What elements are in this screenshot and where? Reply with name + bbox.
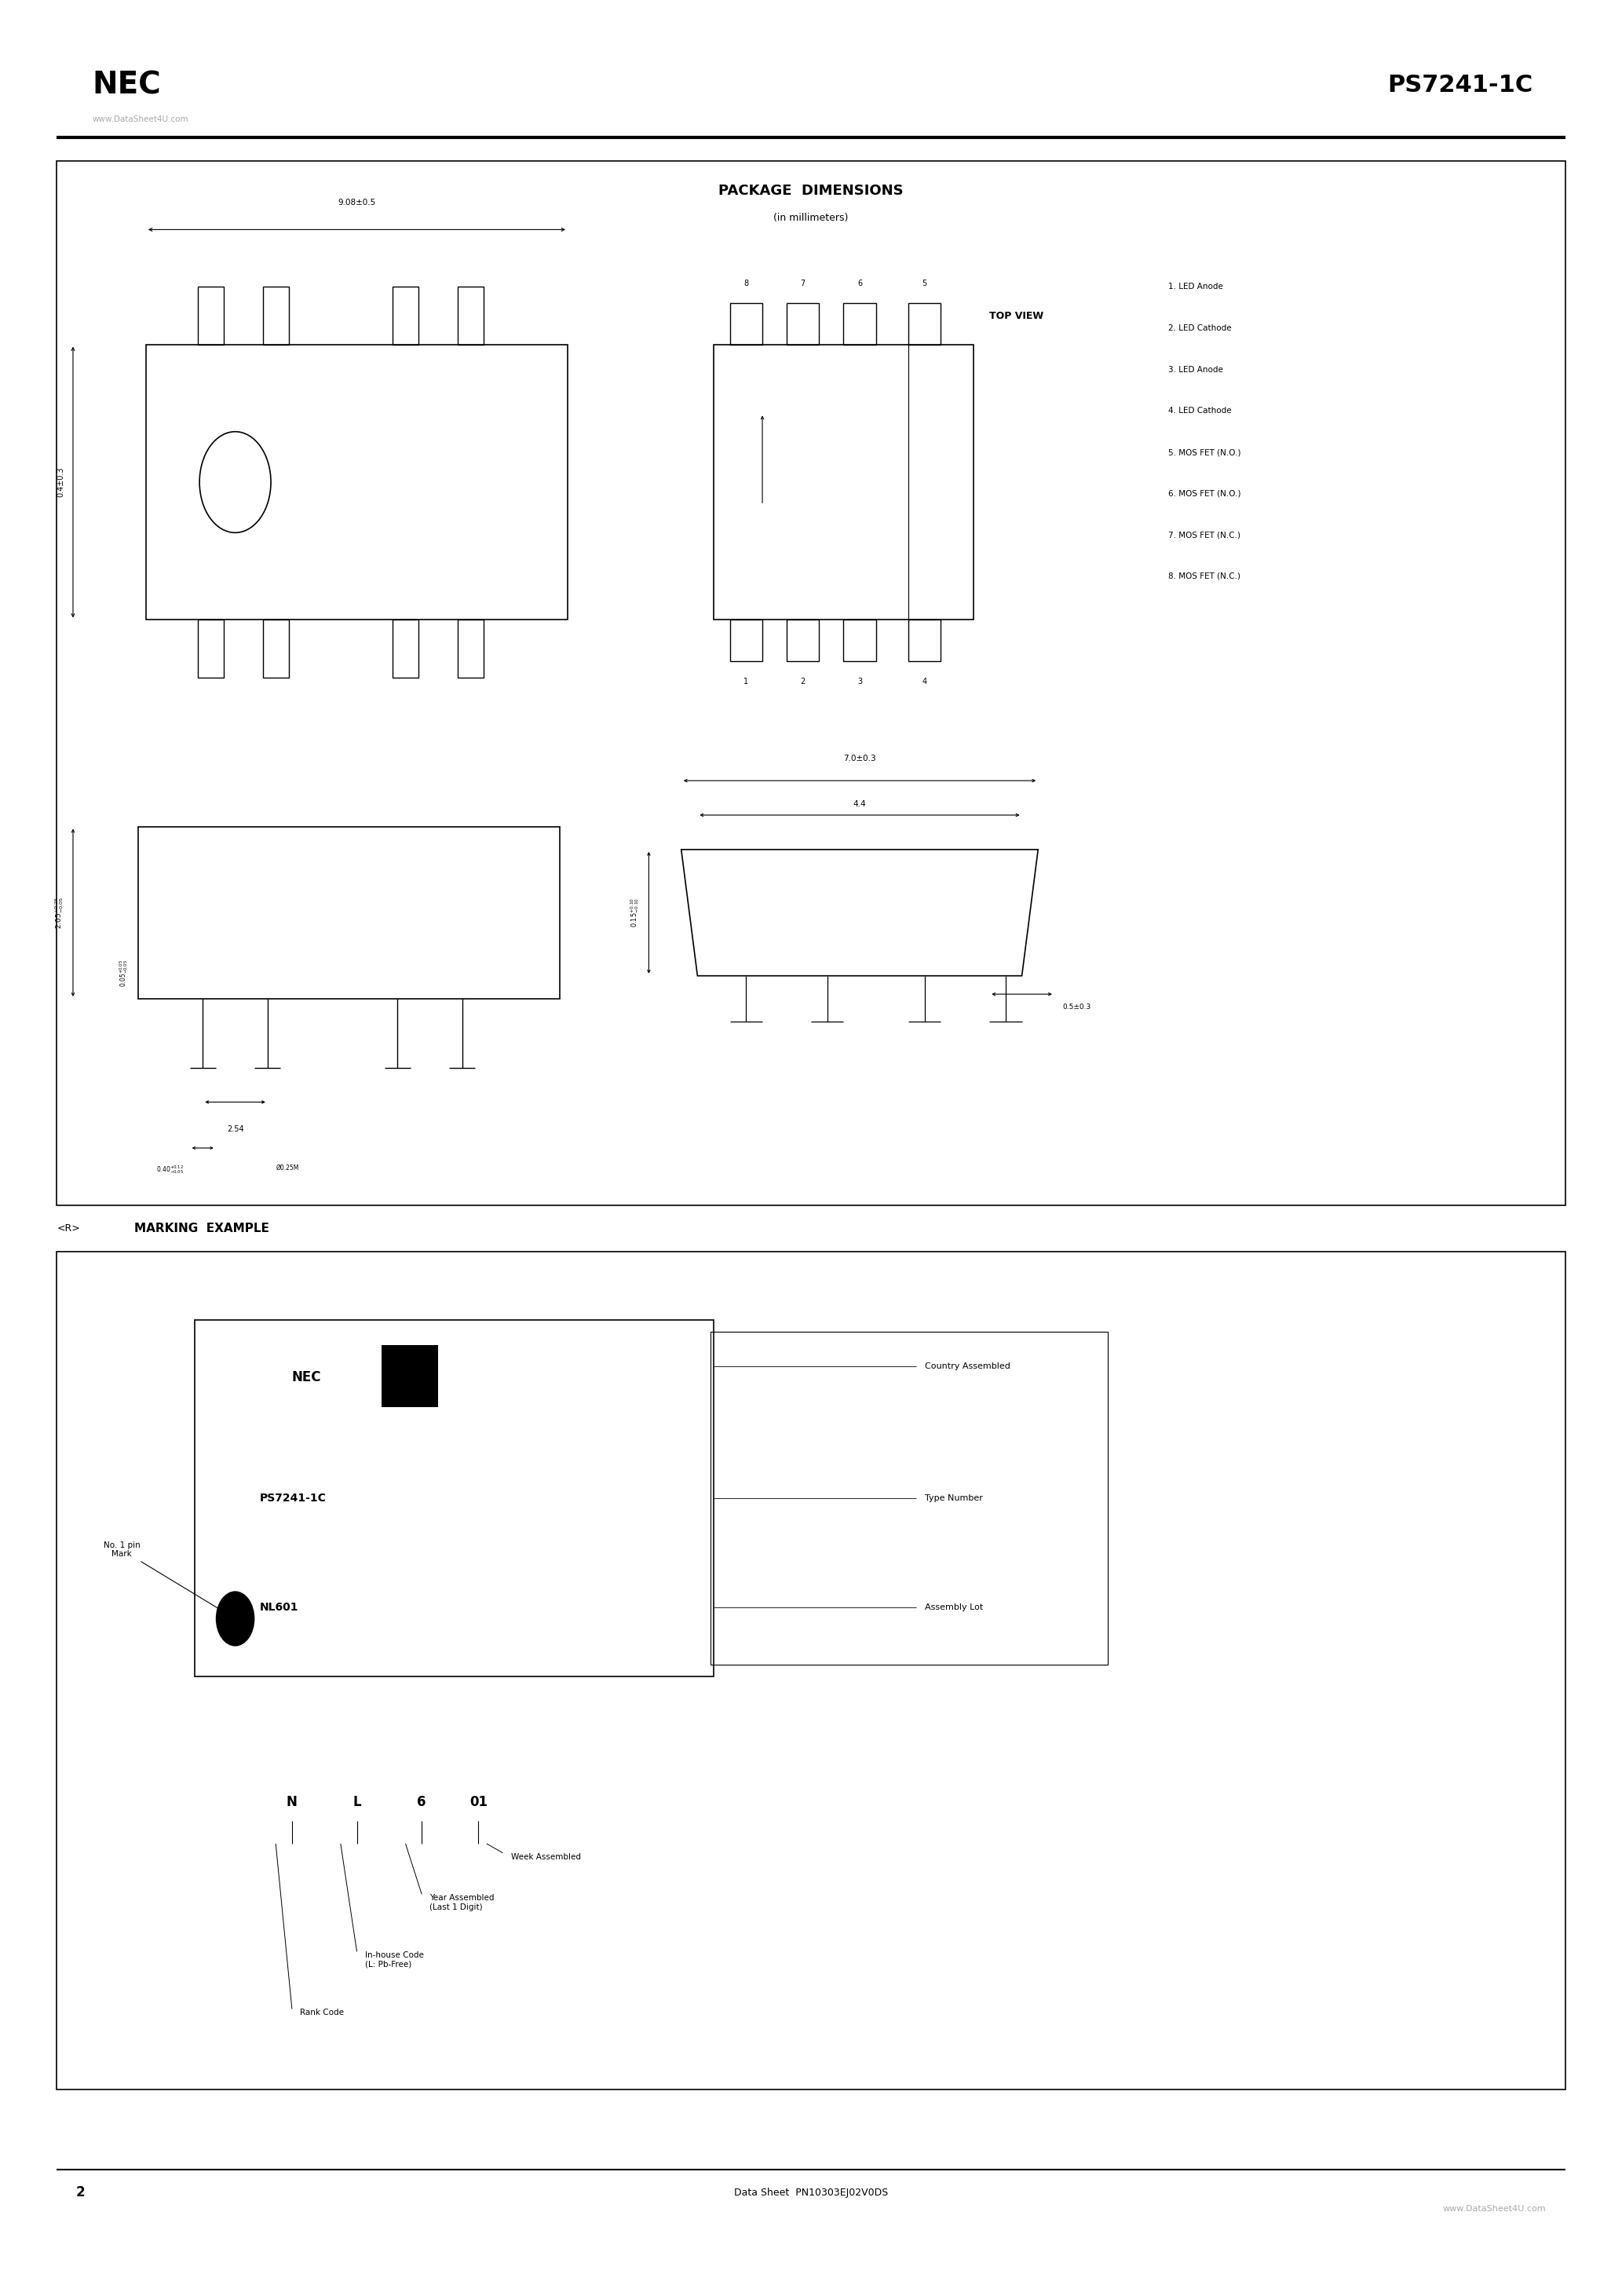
Bar [393,287,418,344]
Text: 2: 2 [800,677,806,684]
Bar [787,303,819,344]
Text: 0.4±0.3: 0.4±0.3 [57,466,65,498]
Text: <R>: <R> [57,1224,79,1233]
Bar [730,303,762,344]
Bar [198,287,224,344]
Bar [843,303,876,344]
Text: Rank Code: Rank Code [300,2009,344,2016]
Text: 4: 4 [923,677,926,684]
Bar [710,1332,1108,1665]
Text: 5. MOS FET (N.O.): 5. MOS FET (N.O.) [1168,448,1241,457]
Bar [198,620,224,677]
Text: Type Number: Type Number [925,1495,983,1502]
Bar [843,620,876,661]
Text: NEC: NEC [292,1371,321,1384]
Bar [730,620,762,661]
Bar [263,287,289,344]
Text: 0.40$^{+0.12}_{-0.05}$: 0.40$^{+0.12}_{-0.05}$ [157,1164,183,1176]
Text: Data Sheet  PN10303EJ02V0DS: Data Sheet PN10303EJ02V0DS [735,2188,887,2197]
Text: 4.4: 4.4 [853,801,866,808]
Text: www.DataSheet4U.com: www.DataSheet4U.com [92,115,188,124]
Text: 3: 3 [858,677,861,684]
Circle shape [216,1591,255,1646]
Text: www.DataSheet4U.com: www.DataSheet4U.com [1442,2204,1546,2213]
Text: PS7241-1C: PS7241-1C [1387,73,1533,96]
Text: L: L [352,1795,362,1809]
Text: 01: 01 [469,1795,488,1809]
Bar [908,620,941,661]
Text: N: N [287,1795,297,1809]
Text: 0.05$^{+0.05}_{-0.05}$: 0.05$^{+0.05}_{-0.05}$ [118,960,130,987]
Text: 9.08±0.5: 9.08±0.5 [337,200,376,207]
Bar [908,303,941,344]
Text: 4. LED Cathode: 4. LED Cathode [1168,406,1231,416]
Text: Year Assembled
(Last 1 Digit): Year Assembled (Last 1 Digit) [430,1894,495,1910]
Text: No. 1 pin
Mark: No. 1 pin Mark [104,1541,234,1619]
Text: Ø0.25M: Ø0.25M [276,1164,298,1171]
Bar [714,344,973,620]
Text: In-house Code
(L: Pb-Free): In-house Code (L: Pb-Free) [365,1952,423,1968]
Bar [787,620,819,661]
Text: 6. MOS FET (N.O.): 6. MOS FET (N.O.) [1168,489,1241,498]
Bar [57,161,1565,1205]
Text: MARKING  EXAMPLE: MARKING EXAMPLE [135,1221,269,1235]
Bar [381,1345,438,1407]
Text: 8. MOS FET (N.C.): 8. MOS FET (N.C.) [1168,572,1241,581]
Text: 6: 6 [858,280,861,287]
Text: (in millimeters): (in millimeters) [774,214,848,223]
Text: 0.5±0.3: 0.5±0.3 [1062,1003,1092,1010]
Text: TOP VIEW: TOP VIEW [989,312,1043,321]
Text: 7: 7 [800,280,806,287]
Text: 1. LED Anode: 1. LED Anode [1168,282,1223,292]
Text: 2.05$^{+0.25}_{-0.05}$: 2.05$^{+0.25}_{-0.05}$ [54,898,65,928]
Text: Assembly Lot: Assembly Lot [925,1603,983,1612]
Text: PS7241-1C: PS7241-1C [260,1492,326,1504]
Text: 2. LED Cathode: 2. LED Cathode [1168,324,1231,333]
Bar [146,344,568,620]
Bar [263,620,289,677]
Bar [138,827,560,999]
Text: 1: 1 [744,677,748,684]
Bar [457,620,483,677]
Text: 7.0±0.3: 7.0±0.3 [843,755,876,762]
Text: 6: 6 [417,1795,427,1809]
Text: NL601: NL601 [260,1603,298,1612]
Bar [57,1251,1565,2089]
Text: NEC: NEC [92,71,161,99]
Text: 0.15$^{+0.10}_{-0.10}$: 0.15$^{+0.10}_{-0.10}$ [629,898,641,928]
Text: 8: 8 [744,280,748,287]
Text: Week Assembled: Week Assembled [511,1853,581,1860]
Bar [393,620,418,677]
Bar [457,287,483,344]
Text: 2: 2 [76,2186,86,2200]
Bar [195,1320,714,1676]
Text: 7. MOS FET (N.C.): 7. MOS FET (N.C.) [1168,530,1241,540]
Text: 3. LED Anode: 3. LED Anode [1168,365,1223,374]
Text: 5: 5 [921,280,928,287]
Text: 2.54: 2.54 [227,1125,243,1132]
Text: Country Assembled: Country Assembled [925,1362,1011,1371]
Text: PACKAGE  DIMENSIONS: PACKAGE DIMENSIONS [719,184,903,197]
